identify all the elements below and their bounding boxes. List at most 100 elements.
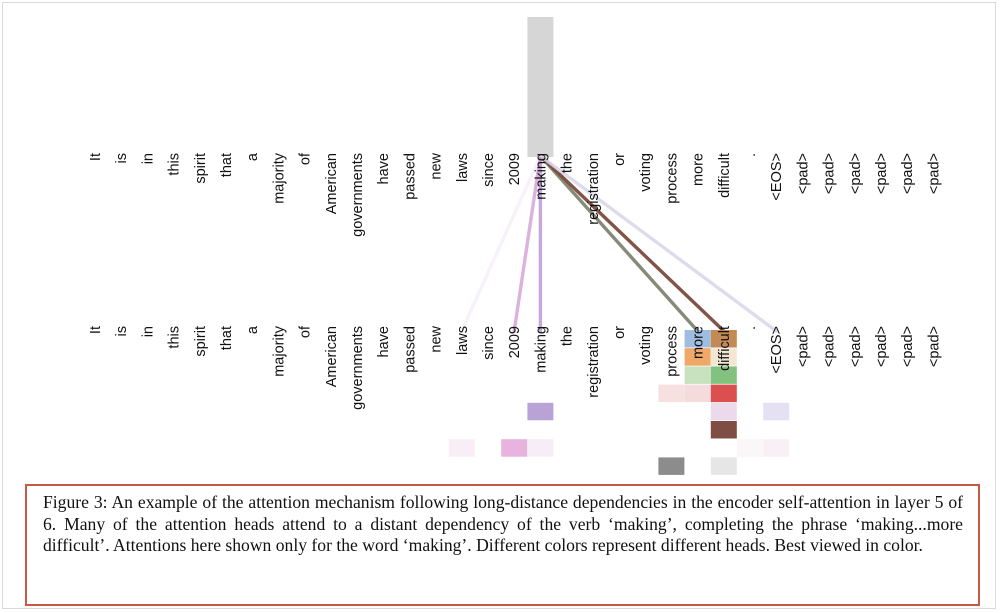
source-token: or [612, 153, 628, 166]
target-token: voting [638, 326, 654, 365]
source-token: It [88, 153, 104, 161]
attention-line [538, 154, 726, 333]
source-token: a [245, 152, 261, 161]
target-token: <pad> [900, 326, 916, 367]
source-token: since [481, 153, 497, 187]
head-cell [710, 366, 737, 384]
source-token: <EOS> [769, 153, 785, 201]
source-token: difficult [717, 153, 733, 198]
head-cell [658, 384, 685, 403]
target-token: have [376, 326, 392, 357]
source-token: new [429, 152, 445, 179]
head-cell [527, 402, 554, 421]
target-token-row: It is in this spirit that a majority of American g… [88, 325, 942, 410]
target-token: in [140, 326, 156, 337]
source-token: 2009 [507, 153, 523, 185]
head-cell [763, 402, 790, 421]
source-token: process [664, 153, 680, 204]
figure-caption: Figure 3: An example of the attention me… [43, 492, 963, 556]
source-token: that [219, 153, 235, 177]
attention-line [460, 154, 543, 333]
source-token: <pad> [795, 153, 811, 194]
source-token: of [298, 152, 314, 165]
head-cell [737, 439, 763, 457]
source-token: <pad> [822, 153, 838, 194]
target-token: difficult [717, 326, 733, 371]
source-token: in [140, 153, 156, 164]
attention-line [512, 154, 543, 333]
head-cell [710, 457, 737, 475]
source-token: is [114, 153, 130, 163]
target-token: making [533, 326, 549, 373]
head-cell [710, 348, 737, 366]
head-cells [448, 330, 790, 475]
source-token: this [167, 153, 183, 176]
target-token: <pad> [822, 326, 838, 367]
source-token: spirit [193, 153, 209, 184]
head-cell [684, 366, 711, 384]
target-token: the [560, 326, 576, 346]
target-token: spirit [193, 326, 209, 357]
source-token-row: It is in this spirit that a majority of American g… [88, 17, 942, 237]
target-token: a [245, 325, 261, 334]
source-token: American [324, 153, 340, 214]
attention-line [538, 154, 700, 333]
target-token: . [743, 326, 759, 330]
source-token: passed [402, 153, 418, 200]
source-token: have [376, 153, 392, 184]
source-token: <pad> [926, 153, 942, 194]
target-token: new [429, 325, 445, 352]
head-cell [763, 439, 790, 457]
target-token: It [88, 326, 104, 334]
target-token: majority [271, 325, 287, 377]
head-cell [710, 402, 737, 421]
source-token: laws [455, 153, 471, 182]
attention-visualization: It is in this spirit that a majority of American g… [88, 17, 942, 475]
target-token: <pad> [795, 326, 811, 367]
target-token: is [114, 326, 130, 336]
source-token: more [691, 153, 707, 186]
source-token: registration [586, 153, 602, 225]
source-token: <pad> [848, 153, 864, 194]
target-token: this [167, 326, 183, 349]
source-token: governments [350, 153, 366, 237]
target-token: laws [455, 326, 471, 355]
head-cell [448, 439, 475, 457]
target-token: that [219, 326, 235, 350]
head-cell [501, 439, 528, 457]
target-token: more [691, 326, 707, 359]
target-token: or [612, 326, 628, 339]
source-token: majority [271, 152, 287, 204]
source-token: <pad> [874, 153, 890, 194]
target-token: governments [350, 326, 366, 410]
source-token: voting [638, 153, 654, 192]
figure-caption-box: Figure 3: An example of the attention me… [25, 484, 980, 606]
target-token: <pad> [848, 326, 864, 367]
source-token: . [743, 153, 759, 157]
target-token: <pad> [926, 326, 942, 367]
head-cell [710, 384, 737, 403]
head-cell [684, 330, 711, 348]
target-token: process [664, 326, 680, 377]
head-cell [684, 348, 711, 366]
source-token: the [560, 153, 576, 173]
target-token: of [298, 325, 314, 338]
target-token: <pad> [874, 326, 890, 367]
head-cell [527, 439, 554, 457]
head-cell [658, 457, 685, 475]
source-token: making [533, 153, 549, 200]
attention-lines [460, 154, 778, 333]
target-token: American [324, 326, 340, 387]
source-token: <pad> [900, 153, 916, 194]
target-token: passed [402, 326, 418, 373]
target-token: since [481, 326, 497, 360]
head-cell [710, 421, 737, 439]
target-token: <EOS> [769, 326, 785, 374]
target-token: 2009 [507, 326, 523, 358]
highlighted-token-bg [527, 17, 554, 157]
head-cell [684, 384, 711, 403]
target-token: registration [586, 326, 602, 398]
attention-line [538, 154, 778, 333]
head-cell [710, 330, 737, 348]
